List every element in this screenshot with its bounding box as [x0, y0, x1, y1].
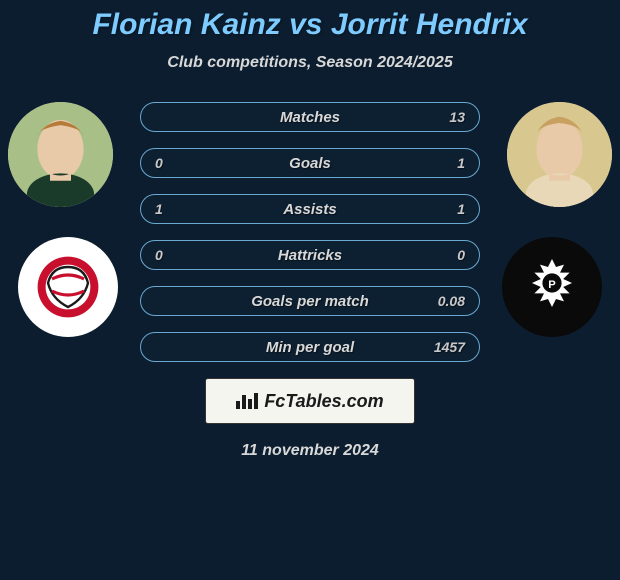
- stat-label: Assists: [283, 201, 336, 218]
- player-right-avatar: [507, 102, 612, 207]
- stats-table: Matches 13 0 Goals 1 1 Assists 1 0 Hattr…: [140, 102, 480, 362]
- stat-row-assists: 1 Assists 1: [140, 194, 480, 224]
- stat-row-goals: 0 Goals 1: [140, 148, 480, 178]
- page-title: Florian Kainz vs Jorrit Hendrix: [0, 8, 620, 42]
- bars-icon: [236, 393, 258, 409]
- subtitle: Club competitions, Season 2024/2025: [0, 54, 620, 72]
- stat-row-matches: Matches 13: [140, 102, 480, 132]
- team-right-logo: P: [502, 237, 602, 337]
- stat-left-value: 1: [155, 201, 205, 217]
- player-right-face-icon: [507, 102, 612, 207]
- brand-text: FcTables.com: [264, 391, 383, 412]
- stat-right-value: 1: [415, 201, 465, 217]
- footer-date: 11 november 2024: [0, 442, 620, 460]
- main-area: P Matches 13 0 Goals 1 1 Assists 1 0 Hat: [0, 102, 620, 362]
- stat-label: Goals per match: [251, 293, 369, 310]
- stat-left-value: 0: [155, 247, 205, 263]
- svg-text:P: P: [548, 279, 556, 291]
- stat-label: Hattricks: [278, 247, 342, 264]
- stat-label: Goals: [289, 155, 331, 172]
- stat-right-value: 1457: [415, 339, 465, 355]
- stat-left-value: 0: [155, 155, 205, 171]
- stat-label: Min per goal: [266, 339, 354, 356]
- stat-right-value: 13: [415, 109, 465, 125]
- brand-logo: FcTables.com: [205, 378, 415, 424]
- stat-right-value: 0: [415, 247, 465, 263]
- stat-row-min-per-goal: Min per goal 1457: [140, 332, 480, 362]
- stat-right-value: 1: [415, 155, 465, 171]
- team-left-logo-icon: [28, 247, 108, 327]
- team-left-logo: [18, 237, 118, 337]
- player-left-avatar: [8, 102, 113, 207]
- player-left-face-icon: [8, 102, 113, 207]
- team-right-logo-icon: P: [512, 247, 592, 327]
- stat-row-hattricks: 0 Hattricks 0: [140, 240, 480, 270]
- stat-right-value: 0.08: [415, 293, 465, 309]
- stat-label: Matches: [280, 109, 340, 126]
- comparison-card: Florian Kainz vs Jorrit Hendrix Club com…: [0, 0, 620, 580]
- stat-row-goals-per-match: Goals per match 0.08: [140, 286, 480, 316]
